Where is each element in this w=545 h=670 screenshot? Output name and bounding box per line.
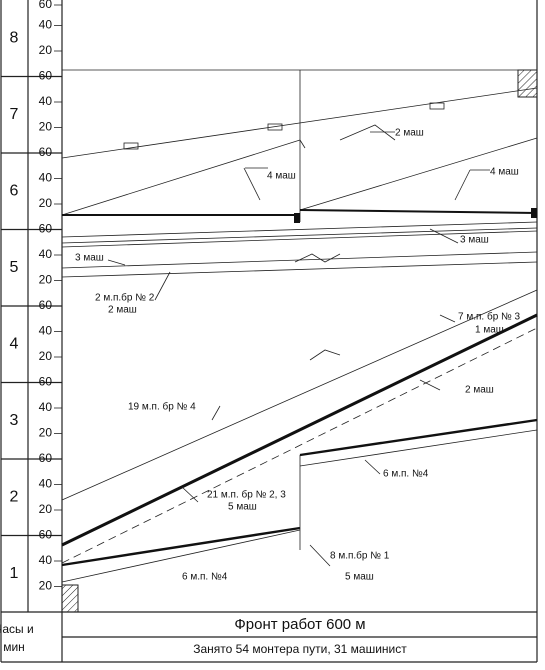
hour-label: 5 [10,259,19,276]
minute-label: 20 [39,273,53,287]
hour-label: 8 [10,29,19,46]
minute-label: 20 [39,502,53,516]
hour-label: 1 [10,565,19,582]
minute-label: 60 [39,69,53,83]
annotation: 2 маш [108,305,137,316]
hours-label: мин [3,640,25,654]
annotation: 2 маш [395,128,424,139]
minute-label: 40 [39,400,53,414]
minute-label: 60 [39,375,53,389]
annotation: 1 маш [475,325,504,336]
annotation: 4 маш [490,167,519,178]
minute-label: 20 [39,120,53,134]
minute-label: 20 [39,196,53,210]
annotation: 7 м.п. бр № 3 [458,311,521,323]
annotation: 3 маш [460,235,489,246]
annotation: 4 маш [267,171,296,182]
annotation: 5 маш [228,502,257,513]
annotations: 2 маш 4 маш 4 маш 3 маш 3 маш 2 м.п.бр №… [75,128,521,583]
minute-label: 20 [39,349,53,363]
annotation: 2 маш [465,385,494,396]
minute-label: 20 [39,43,53,57]
minute-label: 40 [39,171,53,185]
hour-label: 4 [10,335,19,352]
footer: Часы и мин Фронт работ 600 м Занято 54 м… [0,616,407,656]
minute-label: 40 [39,324,53,338]
minute-label: 40 [39,94,53,108]
annotation: 6 м.п. №4 [383,469,429,480]
annotation: 6 м.п. №4 [182,572,228,583]
annotation: 21 м.п. бр № 2, 3 [207,489,286,501]
annotation: 8 м.п.бр № 1 [330,550,390,562]
minute-label: 60 [39,222,53,236]
minute-label: 40 [39,477,53,491]
frame [0,0,538,663]
minute-label: 40 [39,247,53,261]
minute-label: 40 [39,553,53,567]
hour-label: 2 [10,488,19,505]
hour-label: 6 [10,182,19,199]
hour-label: 3 [10,412,19,429]
minute-label: 60 [39,451,53,465]
annotation: 2 м.п.бр № 2 [95,292,155,304]
minute-label: 60 [39,298,53,312]
minute-label: 20 [39,426,53,440]
minute-label: 20 [39,579,53,593]
minute-label: 60 [39,0,53,11]
minute-label: 60 [39,145,53,159]
work-lines [61,69,538,613]
annotation: 5 маш [345,572,374,583]
hour-label: 7 [10,106,19,123]
front-label: Фронт работ 600 м [234,616,365,633]
annotation: 19 м.п. бр № 4 [128,401,196,413]
hours-label: Часы и [0,622,34,636]
staff-label: Занято 54 монтера пути, 31 машинист [193,642,407,656]
annotation: 3 маш [75,253,104,264]
minute-label: 40 [39,18,53,32]
minute-label: 60 [39,528,53,542]
